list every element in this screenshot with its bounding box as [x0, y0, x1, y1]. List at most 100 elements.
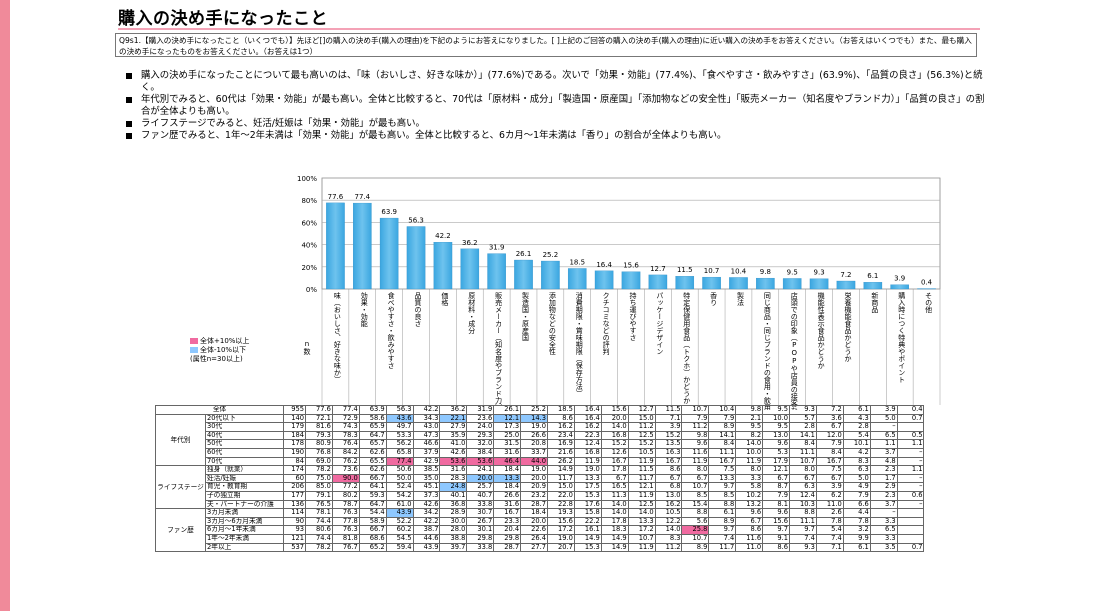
table-cell: 8.3 [842, 456, 871, 467]
table-cell: 11.9 [627, 542, 656, 553]
table-cell [896, 422, 925, 432]
bar-value-label: 12.7 [650, 265, 666, 273]
table-cell: 42.6 [439, 447, 468, 458]
table-cell: 18.4 [520, 508, 549, 518]
table-cell: 0.4 [896, 405, 925, 415]
table-cell: 6.8 [654, 482, 683, 492]
table-cell: 46.4 [493, 456, 522, 467]
row-label: 30代 [205, 422, 284, 432]
table-cell: 5.7 [789, 413, 817, 424]
table-cell: 21.6 [547, 447, 575, 458]
row-n-count: 60 [283, 473, 306, 484]
legend-item-high: 全体+10%以上 [190, 337, 249, 346]
table-cell: – [896, 499, 925, 510]
table-cell: 8.2 [735, 430, 764, 441]
table-cell: 29.8 [493, 533, 522, 544]
table-cell: 6.7 [600, 473, 629, 484]
table-cell: 31.9 [466, 405, 495, 415]
table-cell: 10.7 [627, 533, 656, 544]
row-n-count: 174 [283, 465, 306, 475]
table-cell: 5.0 [842, 473, 871, 484]
row-label: 夫・パートナーの介護 [205, 499, 284, 510]
legend-blue-swatch [190, 347, 198, 353]
bar [326, 202, 345, 290]
table-cell: 11.0 [735, 542, 764, 553]
table-cell: 16.2 [654, 499, 683, 510]
table-cell: 8.9 [681, 542, 710, 553]
left-accent-bar [0, 0, 10, 611]
table-cell: 79.3 [305, 430, 333, 441]
bar-value-label: 6.1 [867, 272, 878, 280]
table-cell: 12.1 [493, 413, 522, 424]
table-cell: 9.8 [735, 405, 764, 415]
table-cell: 14.0 [654, 525, 683, 535]
table-cell: 10.0 [735, 447, 764, 458]
table-cell: 7.4 [708, 533, 737, 544]
table-cell: 9.7 [789, 525, 817, 535]
table-cell: 14.9 [600, 542, 629, 553]
table-cell: 9.5 [762, 405, 791, 415]
table-cell: 16.8 [600, 430, 629, 441]
table-cell: 10.3 [789, 499, 817, 510]
table-cell: 10.5 [654, 508, 683, 518]
bullet-square-icon [126, 121, 132, 127]
table-cell: 54.5 [385, 533, 414, 544]
table-cell: 76.5 [305, 499, 333, 510]
table-row: 全体 955 77.6 77.4 63.9 56.3 42.2 36.2 31.9 26.1 25.… [155, 405, 925, 415]
table-cell: 15.0 [627, 413, 656, 424]
table-cell: 17.6 [573, 499, 602, 510]
bar-value-label: 9.3 [814, 269, 825, 277]
row-n-count: 93 [283, 525, 306, 535]
table-cell: 37.3 [412, 490, 441, 501]
table-cell: 65.8 [385, 447, 414, 458]
bar [809, 278, 829, 290]
table-cell: 16.5 [600, 482, 629, 492]
table-cell: 11.5 [654, 405, 683, 415]
table-cell: 12.4 [573, 439, 602, 449]
legend-pink-swatch [190, 338, 198, 344]
table-cell: 10.5 [627, 447, 656, 458]
legend-item-low: 全体-10%以下 [190, 346, 249, 355]
summary-bullets: 購入の決め手になったことについて最も高いのは、「味（おいしさ、好きな味か）」(7… [126, 70, 986, 142]
table-cell: 31.5 [493, 439, 522, 449]
table-cell: 17.2 [547, 525, 575, 535]
table-cell: 31.6 [493, 499, 522, 510]
table-cell: 11.9 [573, 456, 602, 467]
table-cell: 26.4 [520, 533, 549, 544]
table-cell: 43.9 [412, 542, 441, 553]
table-cell: 6.5 [869, 525, 898, 535]
table-cell: 64.7 [358, 499, 387, 510]
table-cell: 20.7 [547, 542, 575, 553]
table-cell: 7.9 [842, 490, 871, 501]
table-cell: 1.1 [896, 439, 925, 449]
row-label: 20代以下 [205, 413, 284, 424]
table-cell: 61.0 [385, 499, 414, 510]
table-cell: 53.6 [439, 456, 468, 467]
table-cell: 20.0 [600, 413, 629, 424]
table-cell: 76.7 [331, 542, 360, 553]
bar [541, 260, 560, 290]
category-label: 新商品 [870, 292, 879, 313]
table-cell: 11.2 [681, 422, 710, 432]
table-cell: 13.3 [493, 473, 522, 484]
table-cell: 10.7 [681, 482, 710, 492]
bar-value-label: 26.1 [516, 250, 532, 258]
row-n-count: 178 [283, 439, 306, 449]
table-cell: 47.3 [412, 430, 441, 441]
table-cell: 12.5 [627, 499, 656, 510]
table-cell: 15.6 [547, 516, 575, 527]
summary-bullet: ライフステージでみると、妊活/妊娠は「効果・効能」が最も高い。 [126, 118, 986, 130]
table-cell: 24.1 [466, 465, 495, 475]
table-cell: 85.0 [305, 482, 333, 492]
table-cell: 42.2 [412, 405, 441, 415]
table-cell: 27.7 [520, 542, 549, 553]
table-cell: 35.9 [439, 430, 468, 441]
table-cell: 7.9 [762, 490, 791, 501]
table-cell: 7.9 [681, 413, 710, 424]
table-cell: 16.2 [547, 422, 575, 432]
table-cell: 8.4 [815, 447, 844, 458]
table-cell: 44.6 [412, 533, 441, 544]
table-cell: 22.2 [573, 516, 602, 527]
table-cell: 7.2 [815, 405, 844, 415]
table-cell: 76.3 [331, 508, 360, 518]
